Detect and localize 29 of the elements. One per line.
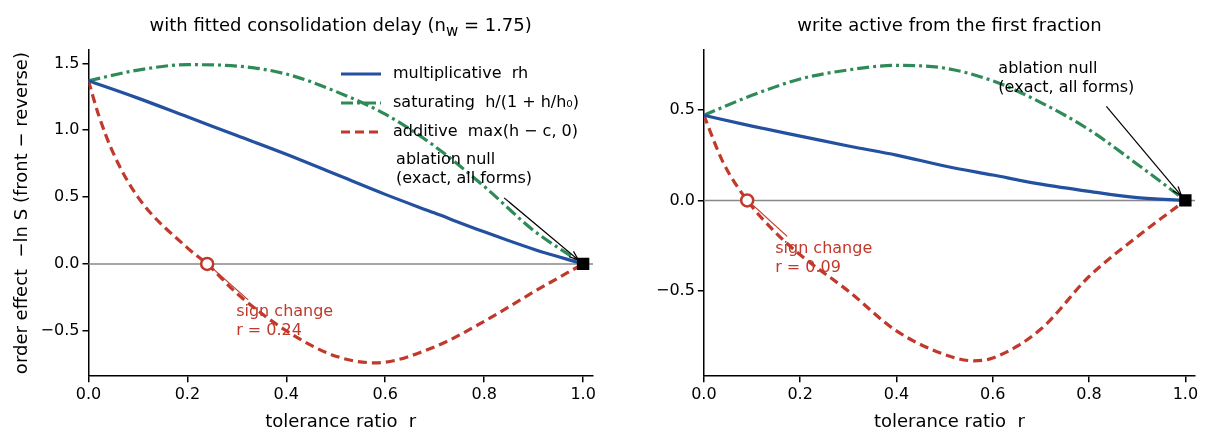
x-tick-label: 1.0 (1172, 383, 1199, 403)
x-tick-label: 0.8 (1076, 383, 1102, 403)
y-tick-label: 0.0 (54, 253, 80, 273)
chart-title: with fitted consolidation delay (n$_{w}$ = 1.75) (148, 14, 533, 40)
annotation: sign change r = 0.09 (775, 237, 873, 276)
x-tick-label: 0.6 (372, 383, 398, 403)
y-axis-title: order effect −ln S (front − reverse) (10, 52, 32, 375)
y-tick-label: −0.5 (40, 319, 80, 339)
x-tick-label: 0.0 (75, 383, 102, 403)
x-axis-title: tolerance ratio r (873, 409, 1026, 431)
annotation: ablation null (exact, all forms) (396, 149, 533, 188)
x-tick-label: 0.2 (174, 383, 201, 403)
x-tick-label: 0.6 (980, 383, 1006, 403)
y-tick-label: −0.5 (655, 280, 695, 300)
legend-label: multiplicative rh (393, 63, 529, 83)
y-tick-label: 0.5 (54, 186, 80, 206)
y-tick-label: 1.5 (54, 52, 80, 72)
x-tick-label: 1.0 (570, 383, 596, 403)
y-tick-label: 0.5 (669, 98, 695, 118)
chart-title: write active from the first fraction (796, 14, 1103, 35)
legend-label: saturating h/(1 + h/h₀) (393, 92, 579, 112)
x-tick-label: 0.0 (691, 383, 717, 403)
x-tick-label: 0.4 (883, 383, 910, 403)
x-tick-label: 0.8 (471, 383, 497, 403)
y-tick-label: 1.0 (54, 119, 80, 139)
y-tick-label: 0.0 (669, 189, 695, 209)
x-tick-label: 0.4 (273, 383, 300, 403)
x-tick-label: 0.2 (787, 383, 813, 403)
x-axis-title: tolerance ratio r (265, 409, 417, 431)
